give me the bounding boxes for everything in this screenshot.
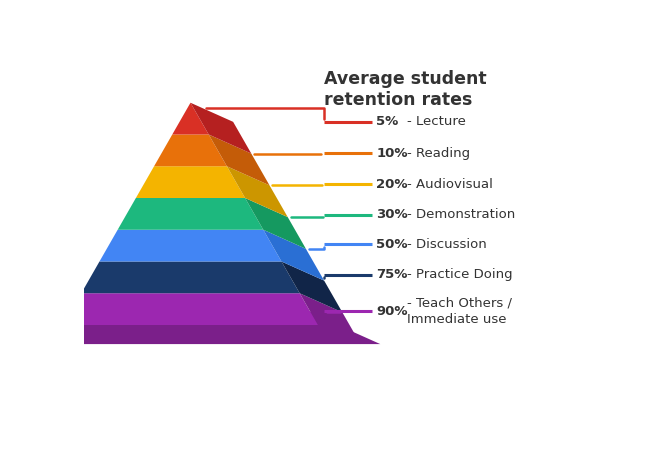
- Polygon shape: [281, 262, 342, 313]
- Text: 20%: 20%: [376, 178, 407, 191]
- Text: 90%: 90%: [376, 304, 407, 318]
- Text: - Audiovisual: - Audiovisual: [407, 178, 493, 191]
- Polygon shape: [300, 293, 360, 344]
- Polygon shape: [99, 230, 281, 262]
- Text: - Reading: - Reading: [407, 147, 470, 160]
- Polygon shape: [136, 166, 245, 198]
- Polygon shape: [81, 262, 300, 293]
- Polygon shape: [245, 198, 306, 249]
- Text: 10%: 10%: [376, 147, 407, 160]
- Polygon shape: [209, 134, 270, 185]
- Text: Average student
retention rates: Average student retention rates: [324, 70, 486, 109]
- Text: 30%: 30%: [376, 208, 408, 221]
- Text: - Lecture: - Lecture: [407, 115, 466, 129]
- Polygon shape: [117, 198, 263, 230]
- Polygon shape: [44, 312, 338, 325]
- Text: 50%: 50%: [376, 238, 407, 251]
- Text: 75%: 75%: [376, 268, 407, 281]
- Polygon shape: [44, 325, 380, 344]
- Polygon shape: [263, 230, 324, 281]
- Text: - Discussion: - Discussion: [407, 238, 487, 251]
- Text: 5%: 5%: [376, 115, 399, 129]
- Text: - Teach Others /
Immediate use: - Teach Others / Immediate use: [407, 297, 513, 326]
- Text: - Demonstration: - Demonstration: [407, 208, 515, 221]
- Polygon shape: [172, 103, 209, 134]
- Polygon shape: [154, 134, 227, 166]
- Polygon shape: [63, 293, 318, 325]
- Polygon shape: [227, 166, 288, 217]
- Polygon shape: [191, 103, 252, 154]
- Text: - Practice Doing: - Practice Doing: [407, 268, 513, 281]
